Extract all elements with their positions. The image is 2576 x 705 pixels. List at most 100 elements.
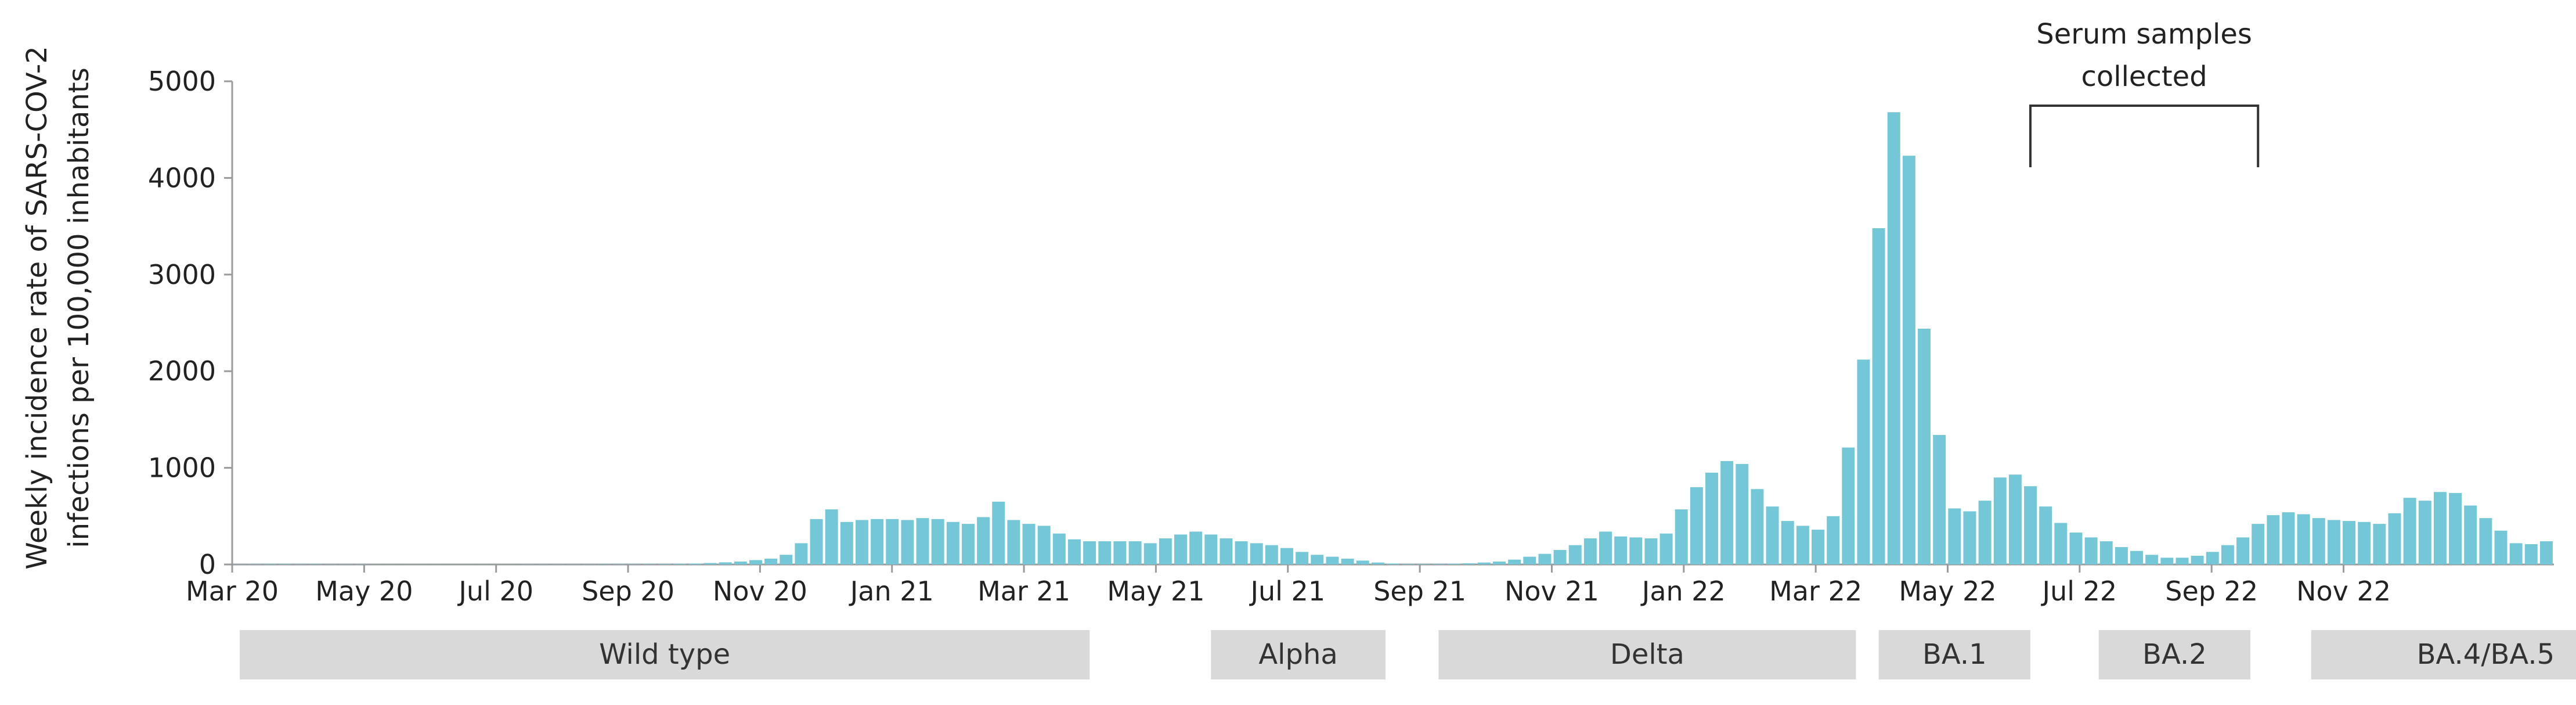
bar [916, 518, 929, 564]
bar [931, 519, 944, 564]
bar [2358, 521, 2371, 564]
x-axis-ticks: Mar 20 May 20 Jul 20 Sep 20 Nov 20 Jan 21 Mar … [186, 564, 2391, 607]
bar [1493, 562, 1506, 564]
bar [2221, 545, 2234, 564]
bar [1751, 489, 1764, 564]
bar [1887, 112, 1900, 564]
bar [2267, 515, 2280, 564]
variant-label: Delta [1610, 638, 1684, 671]
annotation-label-line-2: collected [2081, 60, 2207, 93]
bar [2191, 556, 2204, 564]
bar [961, 524, 975, 564]
bar [1948, 508, 1961, 564]
bar [810, 519, 823, 564]
bar [1918, 328, 1931, 564]
bar [2297, 514, 2310, 564]
bar [1629, 537, 1643, 564]
bar [1052, 533, 1066, 564]
bar [2282, 512, 2295, 564]
y-tick-label: 3000 [148, 259, 216, 290]
x-tick-label: May 20 [315, 575, 413, 607]
bar [1736, 463, 1749, 564]
bar [977, 517, 990, 564]
bar [1265, 545, 1278, 564]
bar [992, 501, 1005, 564]
variant-band: BA.4/BA.5 [2311, 630, 2576, 679]
bar [1872, 228, 1885, 564]
bar [628, 564, 641, 565]
bar [2175, 557, 2189, 564]
bar [1356, 560, 1369, 564]
bar [688, 563, 702, 564]
x-tick-label: May 21 [1107, 575, 1204, 607]
bar [1022, 524, 1036, 564]
bar [1902, 156, 1915, 564]
bar [1007, 520, 1020, 564]
bar [2008, 474, 2022, 564]
variant-band: Wild type [240, 630, 1090, 679]
variant-band: Delta [1438, 630, 1856, 679]
bar [1659, 533, 1673, 564]
x-tick-label: Jul 21 [1249, 575, 1325, 607]
bar [2524, 544, 2538, 564]
bar [2024, 486, 2037, 564]
x-tick-label: Nov 22 [2296, 575, 2391, 607]
bar [749, 560, 762, 564]
bar [248, 564, 261, 565]
x-tick-label: Sep 21 [1373, 575, 1466, 607]
bar [1705, 472, 1718, 564]
bar [719, 562, 732, 564]
bar [1068, 539, 1081, 564]
x-tick-label: Nov 20 [713, 575, 807, 607]
bar [1174, 534, 1187, 564]
bar [1508, 559, 1521, 564]
y-axis-title-line-1: Weekly incidence rate of SARS-COV-2 [21, 46, 53, 570]
variant-box [240, 630, 1090, 679]
bar [2479, 518, 2492, 564]
bar [2388, 513, 2401, 564]
y-axis-title: Weekly incidence rate of SARS-COV-2 infe… [21, 46, 95, 570]
bar [1128, 541, 1142, 564]
bar [1842, 447, 1855, 564]
bar [2236, 537, 2250, 564]
variant-box [1438, 630, 1856, 679]
y-tick-label: 4000 [148, 162, 216, 193]
variant-label: BA.4/BA.5 [2417, 638, 2555, 671]
bar [886, 519, 899, 564]
bar [2054, 523, 2068, 564]
x-tick-label: May 22 [1899, 575, 1996, 607]
bar [1993, 477, 2007, 564]
axes [231, 81, 2554, 566]
bar [1599, 531, 1612, 564]
bar [1766, 506, 1779, 564]
bar [1037, 526, 1051, 564]
bar [2418, 501, 2431, 564]
bar [2403, 498, 2416, 564]
y-tick-label: 1000 [148, 452, 216, 484]
bar [1477, 562, 1491, 564]
bar [2160, 557, 2174, 564]
y-tick-label: 5000 [148, 66, 216, 97]
bar [1326, 556, 1339, 564]
bar [764, 559, 778, 564]
variant-label: Wild type [599, 638, 730, 671]
bar [1143, 543, 1157, 564]
bar [1812, 530, 1825, 564]
bar [2039, 506, 2052, 564]
bar-series [233, 112, 2553, 564]
bar [901, 520, 914, 564]
y-axis-title-line-2: infections per 100,000 inhabitants [63, 67, 95, 548]
bar [2509, 543, 2523, 564]
variant-box [1878, 630, 2030, 679]
y-tick-label: 0 [199, 549, 216, 580]
bar [1538, 553, 1552, 564]
x-tick-label: Jan 21 [849, 575, 934, 607]
bar [1978, 501, 1991, 564]
bar [1250, 543, 1263, 564]
bar [1341, 559, 1354, 564]
variant-box [2098, 630, 2251, 679]
bar [795, 543, 808, 564]
x-tick-label: Nov 21 [1505, 575, 1599, 607]
bar [2084, 537, 2098, 564]
